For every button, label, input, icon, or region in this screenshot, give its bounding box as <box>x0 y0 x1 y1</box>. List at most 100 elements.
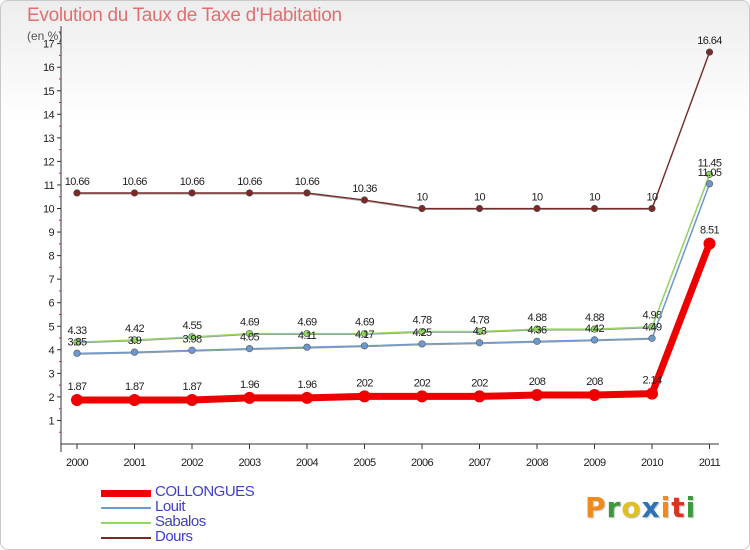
data-label-louit: 4.17 <box>355 329 374 341</box>
data-point-collongues <box>703 237 716 250</box>
data-point-louit <box>590 336 599 344</box>
data-label-collongues: 202 <box>414 377 431 389</box>
unit-label: (en %) <box>27 29 63 43</box>
data-point-collongues <box>531 389 543 402</box>
data-point-louit <box>648 334 656 342</box>
y-tick-label: 7 <box>48 274 54 286</box>
data-point-louit <box>475 339 484 347</box>
series-shadow <box>76 184 710 355</box>
legend-item: Louit <box>101 498 361 515</box>
data-point-collongues <box>243 391 256 404</box>
y-tick-label: 5 <box>48 321 54 333</box>
data-label-collongues: 202 <box>356 377 373 389</box>
data-point-dours <box>590 204 599 213</box>
legend-label: COLLONGUES <box>155 483 255 500</box>
data-point-louit <box>130 348 139 356</box>
data-point-dours <box>360 196 369 204</box>
data-label-collongues: 202 <box>471 377 488 389</box>
data-point-louit <box>245 345 254 353</box>
data-label-louit: 4.3 <box>473 326 487 338</box>
data-point-dours <box>418 204 426 213</box>
data-label-louit: 4.36 <box>527 324 546 336</box>
data-point-dours <box>130 189 139 197</box>
data-label-sabalos: 4.42 <box>125 323 144 335</box>
series-line-louit <box>76 183 711 354</box>
data-label-louit: 11.05 <box>698 167 722 179</box>
data-point-collongues <box>301 391 313 404</box>
logo-letter: i <box>685 491 697 524</box>
x-tick-label: 2000 <box>66 457 89 469</box>
data-label-louit: 3.98 <box>182 333 201 345</box>
y-tick-label: 13 <box>43 133 55 145</box>
x-tick-label: 2007 <box>468 457 491 469</box>
y-tick-label: 3 <box>48 368 54 380</box>
data-label-louit: 3.85 <box>67 336 86 348</box>
data-point-dours <box>475 204 484 213</box>
data-label-sabalos: 4.98 <box>642 310 661 322</box>
legend-swatch <box>101 522 151 524</box>
y-tick-label: 6 <box>48 298 54 310</box>
y-tick-label: 12 <box>43 156 55 168</box>
data-label-sabalos: 4.55 <box>182 320 201 332</box>
data-label-dours: 10 <box>646 192 658 204</box>
data-point-sabalos <box>188 333 196 341</box>
legend-item: Sabalos <box>101 513 361 530</box>
logo-letter: i <box>660 491 672 524</box>
data-label-dours: 16.64 <box>697 35 722 47</box>
data-label-dours: 10.66 <box>180 176 205 188</box>
series-line-dours <box>76 51 711 210</box>
data-label-dours: 10.66 <box>65 176 90 188</box>
chart-title: Evolution du Taux de Taxe d'Habitation <box>27 5 342 26</box>
legend-swatch <box>101 507 151 509</box>
data-label-dours: 10.66 <box>237 176 262 188</box>
x-tick-label: 2010 <box>641 457 664 469</box>
x-tick-label: 2006 <box>411 457 434 469</box>
x-tick-label: 2001 <box>123 457 146 469</box>
data-label-sabalos: 4.69 <box>297 317 316 329</box>
y-tick-label: 14 <box>43 109 55 121</box>
data-label-collongues: 208 <box>529 376 546 388</box>
data-label-sabalos: 4.88 <box>585 312 604 324</box>
data-label-louit: 3.9 <box>128 335 142 347</box>
data-label-dours: 10.66 <box>295 176 320 188</box>
data-point-louit <box>360 342 369 350</box>
y-tick-label: 8 <box>48 251 54 263</box>
data-label-sabalos: 4.78 <box>412 314 431 326</box>
data-point-dours <box>533 204 541 213</box>
x-tick-label: 2002 <box>181 457 204 469</box>
data-label-collongues: 208 <box>586 376 603 388</box>
data-point-collongues <box>473 390 486 403</box>
x-tick-label: 2011 <box>699 457 721 469</box>
data-label-sabalos: 4.78 <box>470 314 489 326</box>
legend-swatch <box>101 537 151 539</box>
data-label-collongues: 1.87 <box>182 381 201 393</box>
data-point-dours <box>648 204 656 213</box>
data-label-louit: 4.49 <box>642 321 661 333</box>
data-label-sabalos: 4.69 <box>355 317 374 329</box>
data-point-louit <box>533 337 541 345</box>
data-label-collongues: 1.87 <box>125 381 144 393</box>
data-point-louit <box>73 349 81 357</box>
data-label-dours: 10 <box>416 192 428 204</box>
data-label-louit: 4.05 <box>240 332 259 344</box>
data-label-dours: 10.66 <box>122 176 147 188</box>
data-label-sabalos: 4.88 <box>527 312 546 324</box>
data-point-collongues <box>646 387 658 400</box>
y-tick-label: 9 <box>48 227 54 239</box>
data-point-dours <box>303 189 311 197</box>
proxiti-logo[interactable]: Proxiti <box>585 491 696 524</box>
data-label-dours: 10 <box>474 192 486 204</box>
y-tick-label: 10 <box>43 204 55 216</box>
logo-letter: o <box>621 491 642 524</box>
legend-swatch <box>101 489 151 497</box>
data-point-louit <box>418 340 426 348</box>
data-point-sabalos <box>73 338 81 346</box>
data-point-sabalos <box>590 325 599 333</box>
data-label-dours: 10 <box>531 192 543 204</box>
data-point-collongues <box>128 393 141 406</box>
data-point-sabalos <box>418 327 426 336</box>
data-point-sabalos <box>303 329 311 338</box>
data-point-collongues <box>186 393 198 406</box>
series-shadow <box>76 175 710 344</box>
